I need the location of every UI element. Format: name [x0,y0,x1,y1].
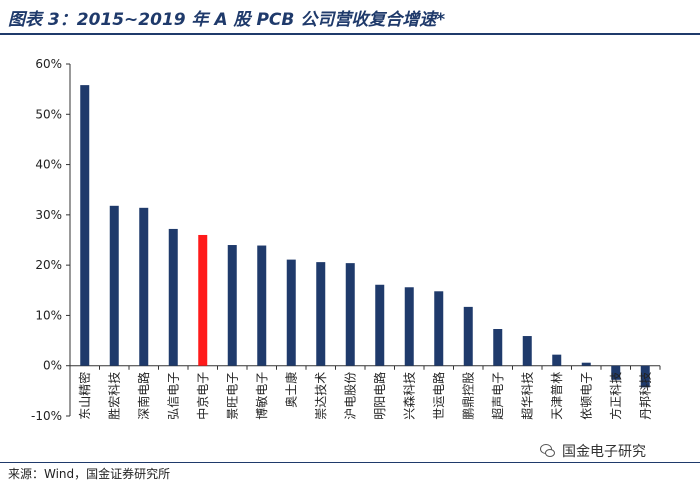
x-tick-label: 丹邦科技 [638,372,652,420]
bar-7 [257,245,267,366]
bar-12 [404,287,414,366]
x-tick-label: 胜宏科技 [106,372,121,420]
bar-6 [227,245,237,366]
bar-18 [581,362,591,366]
x-tick-label: 超华科技 [519,372,534,420]
x-tick-label: 沪电股份 [343,372,357,420]
bar-2 [109,205,119,366]
bar-chart: -10% 0% 10% 20% 30% 40% 50% 60% 东山精密 胜宏科技 深南电路 弘信电… [31,57,661,423]
x-tick-label: 世运电路 [431,372,446,420]
x-tick-label: 崇达技术 [314,372,328,420]
bar-10 [345,263,355,366]
bar-19 [611,365,621,380]
y-tick-label: 20% [35,258,62,272]
x-tick-label: 天津普林 [550,372,564,420]
y-tick-label: 40% [35,158,62,172]
x-tick-label: 鹏鼎控股 [461,372,475,420]
x-tick-label: 依顿电子 [578,372,593,420]
x-tick-label: 中京电子 [195,372,210,420]
footer-rule [0,462,700,463]
bar-9 [316,262,326,366]
x-tick-label: 明阳电路 [372,372,387,420]
chart-bars [80,85,650,388]
bar-20 [640,365,650,388]
y-tick-label: 10% [35,308,62,322]
watermark: 国金电子研究 [540,440,646,462]
chart-axes: -10% 0% 10% 20% 30% 40% 50% 60% [31,57,661,423]
bar-4 [168,228,178,366]
y-tick-label: 50% [35,107,62,121]
bar-3 [139,207,149,366]
bar-1 [80,85,90,366]
bar-16 [522,336,532,366]
y-tick-label: 0% [43,359,62,373]
x-tick-label: 方正科技 [608,372,623,420]
bar-8 [286,259,296,366]
chart-title: 图表 3：2015~2019 年 A 股 PCB 公司营收复合增速* [8,10,446,30]
bar-17 [552,354,562,366]
y-tick-label: 30% [35,208,62,222]
bar-11 [375,284,385,366]
wechat-icon [540,444,556,458]
bar-13 [434,291,444,366]
x-tick-label: 深南电路 [136,372,151,420]
title-bar: 图表 3：2015~2019 年 A 股 PCB 公司营收复合增速* [0,0,700,32]
x-tick-label: 超声电子 [490,372,505,420]
y-tick-label: -10% [31,409,62,423]
x-tick-label: 景旺电子 [225,372,239,420]
x-tick-label: 博敏电子 [254,372,269,420]
x-tick-label: 弘信电子 [166,372,180,420]
title-rule [0,33,700,35]
watermark-text: 国金电子研究 [562,444,646,460]
x-tick-label: 奥士康 [283,372,298,408]
bar-14 [463,306,473,366]
bar-15 [493,329,503,366]
source-note: 来源：Wind，国金证券研究所 [8,467,171,481]
bar-5 [198,234,208,366]
x-tick-label: 兴森科技 [401,372,416,420]
chart-labels: 东山精密 胜宏科技 深南电路 弘信电子 中京电子 景旺电子 博敏电子 奥士康 崇达技术 沪电股份 明… [77,372,653,420]
x-tick-label: 东山精密 [77,372,92,420]
y-tick-label: 60% [35,57,62,71]
